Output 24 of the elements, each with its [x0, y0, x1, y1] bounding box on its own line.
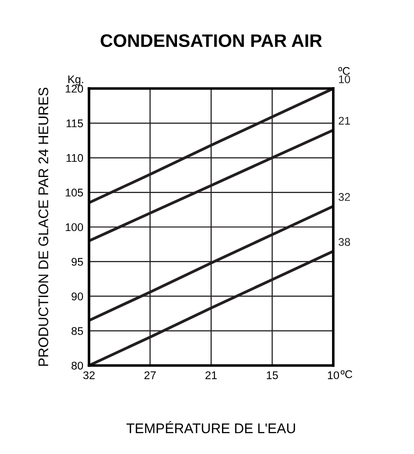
y-tick-label: 110 [66, 154, 84, 162]
text: ºC [340, 370, 352, 378]
text: ºC [338, 67, 350, 75]
x-tick-label: 32 [83, 371, 95, 380]
y-tick-label: 85 [72, 327, 83, 335]
y-tick-label: 115 [66, 120, 83, 128]
y-axis-title: PRODUCTION DE GLACE PAR 24 HEURES [38, 88, 48, 366]
y-tick-label: 90 [72, 292, 84, 300]
series-label: 32 [338, 193, 350, 201]
y-tick-label: 100 [66, 223, 84, 232]
series-label: 21 [338, 116, 350, 125]
y-tick-label: 95 [72, 258, 83, 266]
x-axis-title: TEMPÉRATURE DE L'EAU [126, 421, 295, 434]
series-label: 10 [339, 75, 350, 84]
series-label: 38 [338, 238, 350, 246]
chart-title: CONDENSATION PAR AIR [100, 34, 322, 48]
text: Kg. [68, 75, 84, 86]
y-tick-label: 80 [72, 362, 84, 370]
x-tick-label: 10 [328, 371, 340, 380]
x-tick-label: 27 [144, 371, 156, 380]
x-tick-label: 15 [266, 371, 278, 380]
y-tick-label: 105 [66, 188, 83, 197]
x-tick-label: 21 [206, 371, 217, 380]
y-tick-label: 120 [66, 84, 84, 93]
